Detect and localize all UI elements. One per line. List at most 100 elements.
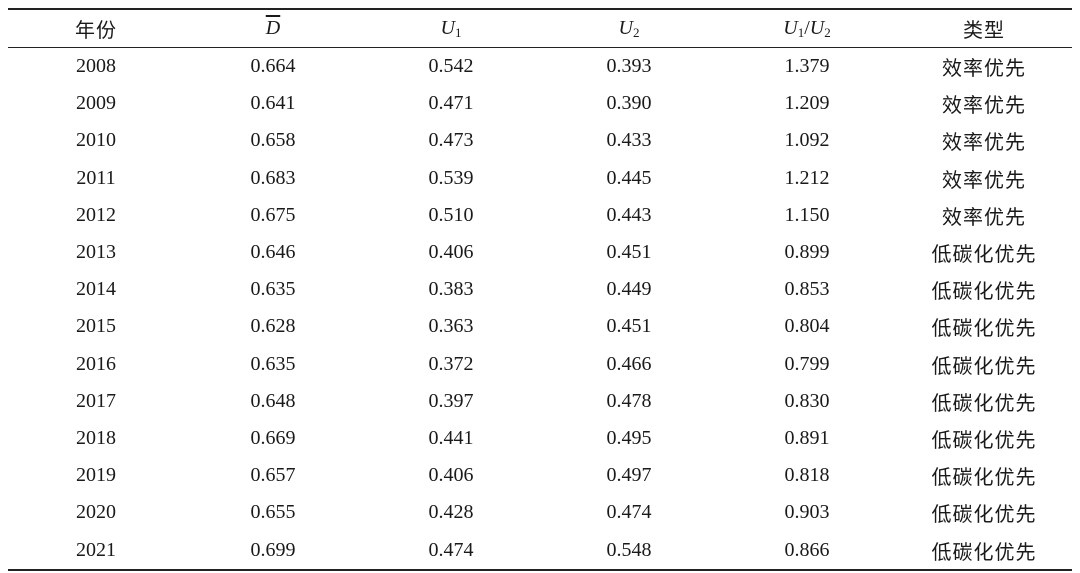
cell-ratio: 0.804 xyxy=(784,315,830,338)
table-row: 2021 0.699 0.474 0.548 0.866 低碳化优先 xyxy=(8,531,1072,570)
header-u2-symbol: U xyxy=(618,16,633,39)
cell-u1: 0.474 xyxy=(428,538,474,561)
cell-u1: 0.471 xyxy=(428,92,474,115)
cell-d-mean: 0.664 xyxy=(250,55,296,78)
cell-d-mean: 0.646 xyxy=(250,241,296,264)
cell-year: 2010 xyxy=(76,129,116,152)
cell-d-mean: 0.648 xyxy=(250,389,296,412)
cell-d-mean: 0.655 xyxy=(250,501,296,524)
cell-ratio: 0.853 xyxy=(784,278,830,301)
cell-u2: 0.466 xyxy=(606,352,652,375)
header-ratio-num-subscript: 1 xyxy=(797,24,805,40)
cell-u2: 0.495 xyxy=(606,426,652,449)
cell-ratio: 0.899 xyxy=(784,241,830,264)
cell-u2: 0.433 xyxy=(606,129,652,152)
cell-type: 效率优先 xyxy=(942,56,1026,81)
cell-u1: 0.406 xyxy=(428,241,474,264)
cell-ratio: 1.092 xyxy=(784,129,830,152)
cell-d-mean: 0.669 xyxy=(250,426,296,449)
cell-u1: 0.441 xyxy=(428,426,474,449)
table-row: 2017 0.648 0.397 0.478 0.830 低碳化优先 xyxy=(8,383,1072,420)
cell-u1: 0.372 xyxy=(428,352,474,375)
cell-u1: 0.363 xyxy=(428,315,474,338)
cell-type: 效率优先 xyxy=(942,167,1026,192)
header-d-symbol: D xyxy=(265,17,281,39)
cell-type: 低碳化优先 xyxy=(931,539,1037,564)
table-row: 2016 0.635 0.372 0.466 0.799 低碳化优先 xyxy=(8,346,1072,383)
header-u2-subscript: 2 xyxy=(632,24,640,40)
table-row: 2019 0.657 0.406 0.497 0.818 低碳化优先 xyxy=(8,457,1072,494)
cell-u2: 0.478 xyxy=(606,389,652,412)
cell-ratio: 0.866 xyxy=(784,538,830,561)
cell-u2: 0.449 xyxy=(606,278,652,301)
cell-year: 2012 xyxy=(76,203,116,226)
cell-u1: 0.542 xyxy=(428,55,474,78)
cell-u2: 0.393 xyxy=(606,55,652,78)
header-row: 年份 D U1 U2 U1/U2 类型 xyxy=(8,9,1072,48)
header-year-label: 年份 xyxy=(75,18,117,42)
header-type-label: 类型 xyxy=(963,18,1005,42)
cell-ratio: 1.150 xyxy=(784,203,830,226)
cell-u2: 0.445 xyxy=(606,166,652,189)
cell-d-mean: 0.699 xyxy=(250,538,296,561)
cell-d-mean: 0.628 xyxy=(250,315,296,338)
cell-u2: 0.548 xyxy=(606,538,652,561)
cell-type: 效率优先 xyxy=(942,93,1026,118)
table-body: 2008 0.664 0.542 0.393 1.379 效率优先 2009 0.641 0.4… xyxy=(8,48,1072,570)
cell-ratio: 1.212 xyxy=(784,166,830,189)
cell-type: 低碳化优先 xyxy=(931,242,1037,267)
cell-type: 效率优先 xyxy=(942,130,1026,155)
header-type: 类型 xyxy=(896,9,1072,48)
cell-d-mean: 0.658 xyxy=(250,129,296,152)
table-row: 2013 0.646 0.406 0.451 0.899 低碳化优先 xyxy=(8,234,1072,271)
cell-ratio: 1.379 xyxy=(784,55,830,78)
data-table-container: 年份 D U1 U2 U1/U2 类型 2008 0.664 0.542 0.393 1… xyxy=(8,8,1072,571)
cell-u2: 0.443 xyxy=(606,203,652,226)
cell-u2: 0.451 xyxy=(606,315,652,338)
cell-u1: 0.397 xyxy=(428,389,474,412)
table-row: 2012 0.675 0.510 0.443 1.150 效率优先 xyxy=(8,197,1072,234)
header-u1: U1 xyxy=(362,9,540,48)
cell-year: 2021 xyxy=(76,538,116,561)
cell-ratio: 0.891 xyxy=(784,426,830,449)
cell-year: 2013 xyxy=(76,241,116,264)
header-ratio-num-symbol: U xyxy=(783,16,798,39)
cell-year: 2015 xyxy=(76,315,116,338)
cell-year: 2017 xyxy=(76,389,116,412)
cell-type: 低碳化优先 xyxy=(931,316,1037,341)
cell-u2: 0.451 xyxy=(606,241,652,264)
cell-type: 低碳化优先 xyxy=(931,390,1037,415)
header-ratio-label: U1/U2 xyxy=(783,16,830,40)
cell-u1: 0.428 xyxy=(428,501,474,524)
cell-year: 2009 xyxy=(76,92,116,115)
table-row: 2018 0.669 0.441 0.495 0.891 低碳化优先 xyxy=(8,420,1072,457)
cell-type: 低碳化优先 xyxy=(931,353,1037,378)
coupling-coordination-table: 年份 D U1 U2 U1/U2 类型 2008 0.664 0.542 0.393 1… xyxy=(8,8,1072,571)
cell-d-mean: 0.641 xyxy=(250,92,296,115)
table-row: 2009 0.641 0.471 0.390 1.209 效率优先 xyxy=(8,85,1072,122)
header-u2: U2 xyxy=(540,9,718,48)
cell-year: 2020 xyxy=(76,501,116,524)
cell-d-mean: 0.675 xyxy=(250,203,296,226)
cell-ratio: 0.830 xyxy=(784,389,830,412)
cell-d-mean: 0.635 xyxy=(250,352,296,375)
table-row: 2008 0.664 0.542 0.393 1.379 效率优先 xyxy=(8,48,1072,86)
table-header: 年份 D U1 U2 U1/U2 类型 xyxy=(8,9,1072,48)
cell-d-mean: 0.657 xyxy=(250,464,296,487)
cell-u2: 0.497 xyxy=(606,464,652,487)
table-row: 2020 0.655 0.428 0.474 0.903 低碳化优先 xyxy=(8,494,1072,531)
header-ratio-den-symbol: U xyxy=(809,16,825,39)
header-d-mean: D xyxy=(184,9,362,48)
header-u1-subscript: 1 xyxy=(454,24,462,40)
cell-year: 2011 xyxy=(76,166,116,189)
cell-year: 2018 xyxy=(76,426,116,449)
cell-year: 2016 xyxy=(76,352,116,375)
cell-ratio: 0.799 xyxy=(784,352,830,375)
cell-year: 2014 xyxy=(76,278,116,301)
header-u1-label: U1 xyxy=(441,17,462,40)
cell-type: 低碳化优先 xyxy=(931,502,1037,527)
cell-d-mean: 0.683 xyxy=(250,166,296,189)
cell-year: 2019 xyxy=(76,464,116,487)
header-u2-label: U2 xyxy=(618,16,640,40)
cell-u2: 0.474 xyxy=(606,501,652,524)
